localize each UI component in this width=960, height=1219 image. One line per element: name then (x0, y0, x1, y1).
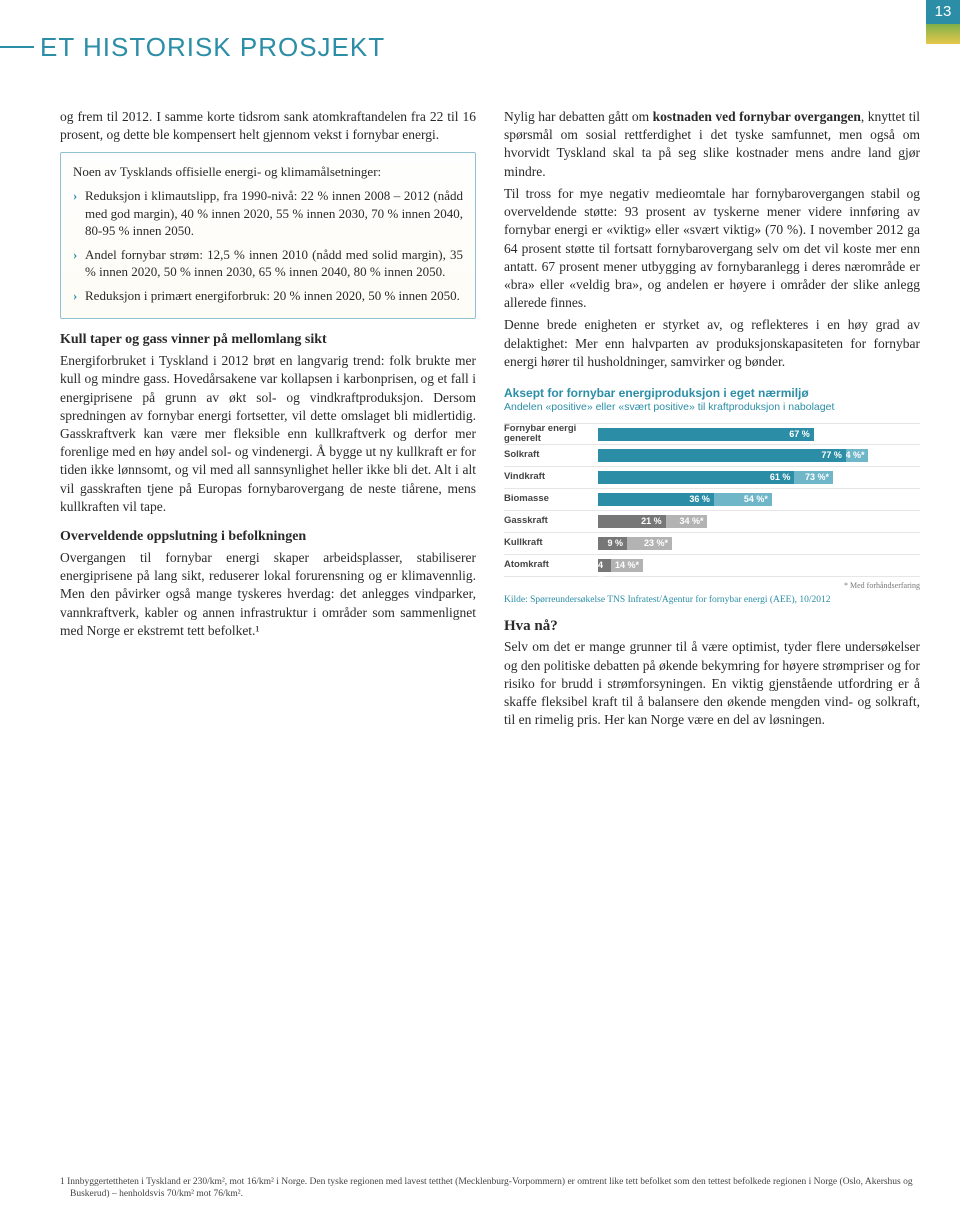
chart-source: Kilde: Spørreundersøkelse TNS Infratest/… (504, 594, 920, 606)
chart-row: Kullkraft 23 %* 9 % (504, 533, 920, 555)
callout-item: › Reduksjon i klimautslipp, fra 1990-nivå… (73, 187, 463, 240)
content-columns: og frem til 2012. I samme korte tidsrom … (60, 108, 920, 733)
col2-p2: Til tross for mye negativ medieomtale ha… (504, 185, 920, 313)
callout-item-text: Reduksjon i klimautslipp, fra 1990-nivå:… (85, 188, 463, 238)
chart-bar-value: 4 % (598, 559, 607, 585)
page-title: ET HISTORISK PROSJEKT (40, 32, 385, 63)
chart-footnote: * Med forhåndserfaring (504, 581, 920, 592)
callout-item-text: Andel fornybar strøm: 12,5 % innen 2010 … (85, 247, 463, 280)
page-number-gradient (926, 24, 960, 44)
title-dash (0, 46, 34, 48)
col1-p1: og frem til 2012. I samme korte tidsrom … (60, 108, 476, 144)
col2-p4: Selv om det er mange grunner til å være … (504, 638, 920, 729)
chart-bar-value: 61 % (770, 471, 791, 484)
callout-lead: Noen av Tysklands offisielle energi- og … (73, 163, 463, 181)
chevron-icon: › (73, 287, 77, 305)
chart-row-bars: 73 %* 61 % (598, 467, 920, 488)
callout-list: › Reduksjon i klimautslipp, fra 1990-nivå… (73, 187, 463, 304)
page-number-bar: 13 (926, 0, 960, 44)
column-left: og frem til 2012. I samme korte tidsrom … (60, 108, 476, 733)
chart-bar-value: 34 %* (679, 515, 703, 528)
callout-item: › Andel fornybar strøm: 12,5 % innen 2010… (73, 246, 463, 281)
chart-title: Aksept for fornybar energiproduksjon i e… (504, 385, 920, 401)
chart-bar-value: 77 % (821, 449, 842, 462)
chevron-icon: › (73, 246, 77, 264)
chart-row-label: Atomkraft (504, 560, 598, 570)
col1-h2: Overveldende oppslutning i befolkningen (60, 528, 476, 547)
callout-item-text: Reduksjon i primært energiforbruk: 20 % … (85, 288, 460, 303)
col2-p1-text: Nylig har debatten gått om kostnaden ved… (504, 109, 920, 179)
page-footnote: 1 Innbyggertettheten i Tyskland er 230/k… (60, 1177, 920, 1201)
chart-bar-primary: 61 % (598, 471, 794, 484)
col1-h1: Kull taper og gass vinner på mellomlang … (60, 331, 476, 350)
chart-row-bars: 14 %* 4 % (598, 555, 920, 576)
chart-row-label: Solkraft (504, 450, 598, 460)
chart-row: Atomkraft 14 %* 4 % (504, 555, 920, 577)
chart-bar-primary: 67 % (598, 428, 814, 441)
chart-row-bars: 84 %*77 % (598, 445, 920, 466)
chart-row-label: Kullkraft (504, 538, 598, 548)
chart-row-bars: 54 %* 36 % (598, 489, 920, 510)
page-number: 13 (926, 0, 960, 24)
chart-subtitle: Andelen «positive» eller «svært positive… (504, 401, 920, 415)
chart-row: Gasskraft 34 %* 21 % (504, 511, 920, 533)
col2-h-hva: Hva nå? (504, 616, 920, 636)
col2-p1: Nylig har debatten gått om kostnaden ved… (504, 108, 920, 181)
chart-bar-primary: 21 % (598, 515, 666, 528)
chart-row-label: Biomasse (504, 494, 598, 504)
chart-bar-primary: 36 % (598, 493, 714, 506)
chart-bar-value: 21 % (641, 515, 662, 528)
chevron-icon: › (73, 187, 77, 205)
chart-row: Biomasse 54 %* 36 % (504, 489, 920, 511)
chart-row-label: Fornybar energi generelt (504, 424, 598, 444)
chart-row: Fornybar energi generelt 67 % (504, 423, 920, 445)
chart-row: Solkraft84 %*77 % (504, 445, 920, 467)
chart-bar-value: 67 % (789, 428, 810, 441)
chart-bar-value: 36 % (689, 493, 710, 506)
callout-box: Noen av Tysklands offisielle energi- og … (60, 152, 476, 319)
callout-item: › Reduksjon i primært energiforbruk: 20 %… (73, 287, 463, 305)
chart-bar-primary: 77 % (598, 449, 846, 462)
acceptance-bar-chart: Fornybar energi generelt 67 % Solkraft84 %… (504, 423, 920, 577)
chart-bar-primary: 9 % (598, 537, 627, 550)
chart-row-label: Vindkraft (504, 472, 598, 482)
chart-row-bars: 23 %* 9 % (598, 533, 920, 554)
col1-p3: Overgangen til fornybar energi skaper ar… (60, 549, 476, 640)
chart-bar-value: 23 %* (644, 537, 668, 550)
chart-row-bars: 67 % (598, 424, 920, 444)
chart-bar-value: 54 %* (744, 493, 768, 506)
chart-bar-primary: 4 % (598, 559, 611, 572)
chart-row-label: Gasskraft (504, 516, 598, 526)
chart-row: Vindkraft 73 %* 61 % (504, 467, 920, 489)
col2-p3: Denne brede enigheten er styrket av, og … (504, 316, 920, 371)
chart-bar-value: 9 % (607, 537, 623, 550)
chart-row-bars: 34 %* 21 % (598, 511, 920, 532)
column-right: Nylig har debatten gått om kostnaden ved… (504, 108, 920, 733)
chart-bar-value: 73 %* (805, 471, 829, 484)
col1-p2: Energiforbruket i Tyskland i 2012 brøt e… (60, 352, 476, 516)
chart-bar-value: 14 %* (615, 559, 639, 572)
